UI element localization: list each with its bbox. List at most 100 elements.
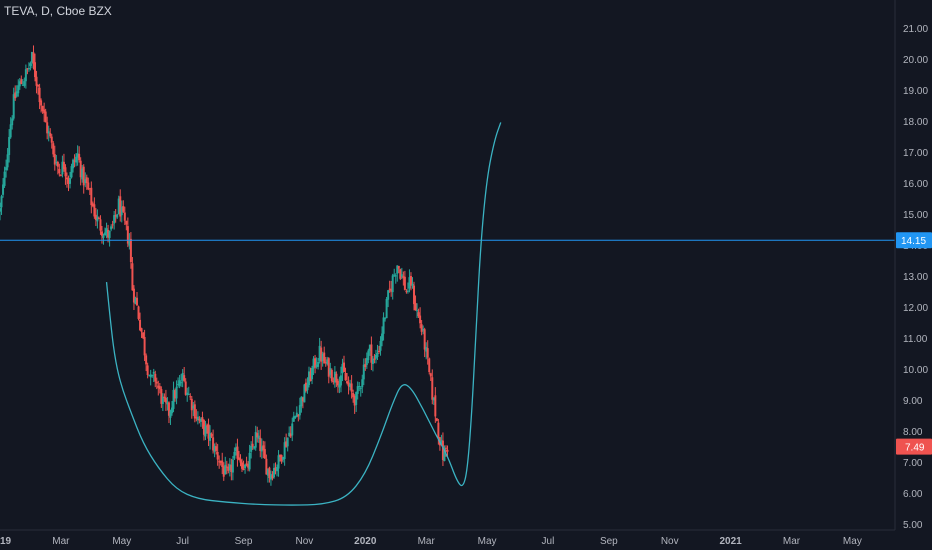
candle-39 [58, 163, 61, 177]
candle-body [272, 468, 275, 478]
candle-body [332, 380, 335, 382]
candle-body [335, 373, 338, 383]
candle-body [58, 169, 61, 174]
candle-body [49, 133, 52, 137]
candle-body [113, 215, 116, 224]
candle-body [198, 418, 201, 421]
candle-272 [413, 281, 416, 311]
candle-234 [355, 391, 358, 412]
candle-body [353, 396, 356, 406]
candle-172 [260, 438, 263, 459]
candle-187 [283, 437, 286, 466]
candle-body [72, 159, 75, 169]
candle-179 [271, 471, 274, 481]
last-price-badge: 7.49 [896, 438, 932, 455]
candle-body [110, 226, 113, 230]
candle-body [64, 167, 67, 177]
candle-81 [122, 200, 125, 213]
candle-body [368, 344, 371, 351]
candle-body [381, 333, 384, 341]
x-tick-label: 2020 [354, 536, 377, 547]
candle-body [417, 312, 420, 317]
candle-61 [91, 201, 94, 208]
candle-body [263, 449, 266, 459]
candle-0 [0, 202, 1, 221]
candle-body [444, 447, 447, 449]
candle-body [145, 355, 148, 365]
candle-body [11, 118, 14, 126]
candle-176 [266, 468, 269, 483]
candle-body [192, 405, 195, 409]
candle-242 [367, 348, 370, 364]
candle-body [207, 424, 210, 439]
candle-281 [426, 340, 429, 365]
candle-20 [29, 61, 32, 71]
candle-body [435, 418, 438, 421]
candle-191 [289, 426, 292, 439]
candle-53 [79, 157, 82, 186]
candle-240 [364, 358, 367, 371]
candle-198 [300, 396, 303, 413]
candle-140 [212, 429, 215, 454]
candle-55 [82, 164, 85, 194]
candle-91 [137, 305, 140, 321]
candle-126 [190, 395, 193, 419]
candle-body [346, 381, 349, 384]
candle-110 [166, 397, 169, 411]
candle-body [209, 432, 212, 441]
candle-body [358, 386, 361, 388]
candle-body [143, 336, 146, 356]
candle-body [26, 68, 29, 70]
candle-body [320, 347, 323, 362]
candle-body [8, 137, 11, 155]
candle-49 [73, 154, 76, 168]
candle-90 [135, 292, 138, 306]
candle-249 [378, 345, 381, 354]
candle-38 [56, 160, 59, 175]
candle-26 [38, 83, 41, 110]
candle-body [0, 208, 1, 212]
candle-body [402, 276, 405, 279]
candle-body [102, 235, 105, 238]
candle-body [23, 81, 26, 86]
candle-body [135, 297, 138, 306]
candle-153 [231, 455, 234, 481]
candle-body [202, 420, 205, 435]
candle-103 [155, 377, 158, 390]
candle-body [190, 398, 193, 411]
candle-224 [339, 366, 342, 393]
candle-13 [18, 77, 21, 90]
candle-165 [250, 441, 253, 459]
candle-231 [350, 375, 353, 399]
candle-82 [123, 206, 126, 226]
candle-230 [349, 379, 352, 391]
candle-130 [196, 411, 199, 425]
candle-50 [75, 152, 78, 167]
candle-body [352, 393, 355, 398]
candle-136 [206, 423, 209, 434]
candle-72 [108, 230, 111, 247]
candle-body [393, 274, 396, 276]
candle-9 [12, 87, 15, 121]
candle-151 [228, 458, 231, 477]
candle-body [94, 214, 97, 220]
candle-body [437, 422, 440, 438]
candle-body [18, 81, 21, 87]
candle-body [84, 179, 87, 184]
candle-199 [301, 396, 304, 409]
candle-164 [248, 444, 251, 472]
candle-body [222, 466, 225, 477]
candle-body [117, 198, 120, 215]
candle-88 [132, 285, 135, 311]
candle-body [356, 386, 359, 394]
candle-body [373, 358, 376, 360]
candle-body [347, 382, 350, 387]
candle-36 [53, 145, 56, 171]
candle-body [298, 405, 301, 416]
candle-body [180, 382, 183, 384]
candle-body [53, 154, 56, 165]
candle-body [20, 79, 23, 85]
candle-109 [164, 389, 167, 411]
candle-37 [55, 154, 58, 166]
